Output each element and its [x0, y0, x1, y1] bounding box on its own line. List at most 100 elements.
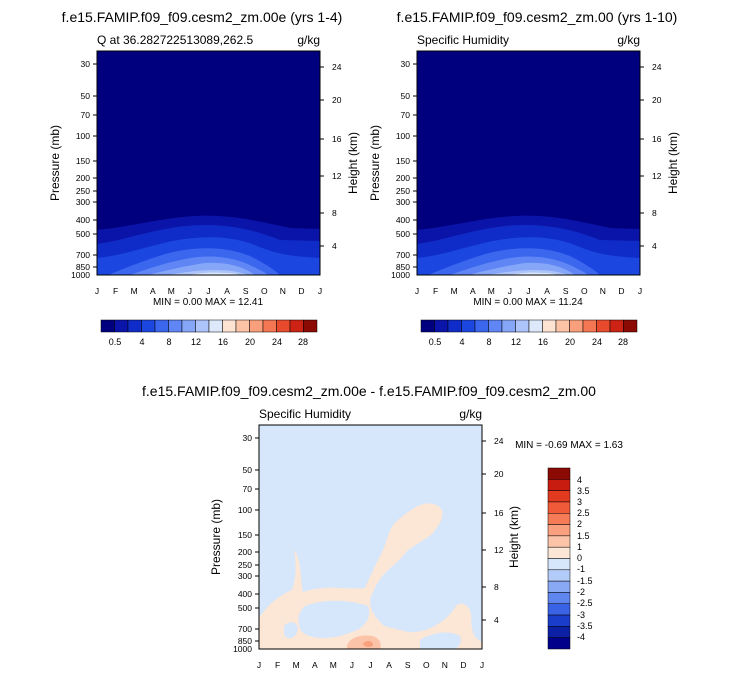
panel-3-positive-max [363, 641, 374, 647]
y-tick-label: 500 [396, 229, 410, 239]
panel-3: f.e15.FAMIP.f09_f09.cesm2_zm.00e - f.e15… [142, 383, 623, 670]
panel-1-y-axis-title: Pressure (mb) [48, 125, 62, 201]
panel-2-tick-marks [413, 63, 644, 268]
y-tick-label: 200 [396, 173, 410, 183]
panel-2-plot [416, 50, 641, 276]
height-tick-label: 4 [332, 241, 337, 251]
x-tick-label: J [638, 286, 642, 296]
y-tick-label: 30 [243, 433, 253, 443]
height-tick-label: 24 [494, 436, 504, 446]
x-tick-label: A [224, 286, 230, 296]
y-tick-label: 850 [238, 636, 252, 646]
x-tick-label: M [330, 660, 337, 670]
colorbar-label: 0 [577, 553, 582, 563]
height-tick-label: 20 [652, 95, 662, 105]
panel-3-title: f.e15.FAMIP.f09_f09.cesm2_zm.00e - f.e15… [142, 383, 596, 399]
x-tick-label: J [368, 660, 372, 670]
x-tick-label: F [433, 286, 438, 296]
colorbar-label: 12 [191, 337, 201, 347]
y-tick-label: 250 [396, 186, 410, 196]
colorbar-swatch [547, 626, 571, 638]
x-tick-label: M [488, 286, 495, 296]
colorbar-swatch [420, 319, 435, 333]
x-tick-label: A [312, 660, 318, 670]
x-tick-label: N [442, 660, 448, 670]
y-tick-label: 50 [81, 91, 91, 101]
panel-1-min-max: MIN = 0.00 MAX = 12.41 [153, 297, 263, 308]
colorbar-label: 16 [218, 337, 228, 347]
y-tick-label: 150 [76, 156, 90, 166]
panel-3-tick-marks [255, 437, 486, 642]
x-tick-label: N [600, 286, 606, 296]
height-tick-label: 8 [332, 208, 337, 218]
panel-1: f.e15.FAMIP.f09_f09.cesm2_zm.00e (yrs 1-… [48, 9, 360, 347]
x-tick-label: A [470, 286, 476, 296]
panel-3-left-label: Specific Humidity [259, 407, 351, 421]
panel-1-right-ticks: 24 20 16 12 8 4 [332, 62, 342, 251]
x-tick-label: J [480, 660, 484, 670]
colorbar-swatch [515, 319, 530, 333]
colorbar-swatch [547, 580, 571, 593]
panel-2-x-ticks: J F M A M J J A S O N D J [415, 286, 642, 296]
y-tick-label: 100 [396, 131, 410, 141]
height-tick-label: 8 [494, 582, 499, 592]
y-tick-label: 200 [76, 173, 90, 183]
colorbar-label: -4 [577, 632, 585, 642]
x-tick-label: M [131, 286, 138, 296]
panel-1-units: g/kg [297, 33, 320, 47]
y-tick-label: 400 [238, 589, 252, 599]
y-tick-label: 300 [396, 197, 410, 207]
height-tick-label: 20 [332, 95, 342, 105]
panel-3-axes: 30 50 70 100 150 200 250 300 400 500 700… [209, 433, 623, 670]
colorbar-swatch [249, 319, 264, 333]
y-tick-label: 70 [81, 110, 91, 120]
panel-2-axes: 30 50 70 100 150 200 250 300 400 500 700… [368, 59, 680, 308]
x-tick-label: J [508, 286, 512, 296]
y-tick-label: 300 [76, 197, 90, 207]
y-tick-label: 30 [81, 59, 91, 69]
y-tick-label: 30 [401, 59, 411, 69]
colorbar-swatch [461, 319, 476, 333]
colorbar-swatch [488, 319, 503, 333]
colorbar-label: 24 [272, 337, 282, 347]
y-tick-label: 850 [396, 262, 410, 272]
panel-1-colorbar-swatches [100, 319, 318, 333]
colorbar-swatch [547, 569, 571, 582]
colorbar-label: 0.5 [429, 337, 442, 347]
x-tick-label: O [261, 286, 268, 296]
x-tick-label: J [415, 286, 419, 296]
colorbar-swatch [195, 319, 210, 333]
x-tick-label: J [206, 286, 210, 296]
colorbar-swatch [154, 319, 169, 333]
panel-3-y2-axis-title: Height (km) [507, 506, 521, 568]
colorbar-swatch [547, 501, 571, 514]
panel-2-right-ticks: 24 20 16 12 8 4 [652, 62, 662, 251]
panel-2-left-label: Specific Humidity [417, 33, 509, 47]
colorbar-swatch [623, 319, 638, 333]
x-tick-label: M [451, 286, 458, 296]
colorbar-label: -2.5 [577, 598, 593, 608]
colorbar-swatch [447, 319, 462, 333]
colorbar-swatch [276, 319, 291, 333]
x-tick-label: J [526, 286, 530, 296]
panel-3-colorbar-swatches [547, 467, 571, 650]
x-tick-label: O [581, 286, 588, 296]
colorbar-swatch [208, 319, 223, 333]
x-tick-label: N [280, 286, 286, 296]
panel-3-y-ticks: 30 50 70 100 150 200 250 300 400 500 700… [233, 433, 252, 654]
x-tick-label: J [257, 660, 261, 670]
height-tick-label: 16 [494, 508, 504, 518]
y-tick-label: 70 [243, 484, 253, 494]
colorbar-label: 4 [459, 337, 464, 347]
y-tick-label: 250 [76, 186, 90, 196]
panel-2-y-axis-title: Pressure (mb) [368, 125, 382, 201]
y-tick-label: 200 [238, 547, 252, 557]
x-tick-label: J [95, 286, 99, 296]
colorbar-label: -2 [577, 587, 585, 597]
colorbar-label: 4 [139, 337, 144, 347]
colorbar-swatch [582, 319, 597, 333]
y-tick-label: 300 [238, 571, 252, 581]
x-tick-label: J [188, 286, 192, 296]
panel-2-colorbar-swatches [420, 319, 638, 333]
colorbar-swatch [289, 319, 304, 333]
